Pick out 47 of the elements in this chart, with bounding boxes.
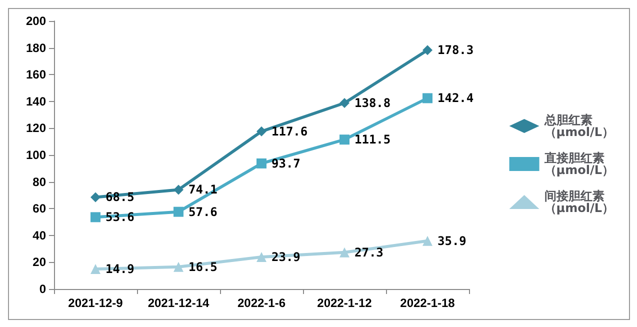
point — [90, 192, 100, 202]
x-tick-label: 2022-1-12 — [317, 296, 372, 310]
y-tick-label: 120 — [26, 121, 46, 136]
y-tick-label: 80 — [32, 174, 46, 189]
point — [90, 264, 100, 274]
point — [422, 93, 432, 104]
point — [174, 262, 184, 272]
y-tick-label: 160 — [26, 68, 46, 82]
y-tick-label: 20 — [32, 255, 46, 270]
y-tick-label: 180 — [26, 40, 46, 55]
point — [256, 252, 266, 262]
point — [340, 247, 350, 258]
point — [256, 158, 266, 168]
data-label: 23.9 — [272, 250, 300, 264]
point — [174, 206, 184, 217]
data-label: 27.3 — [354, 245, 384, 260]
data-label: 138.8 — [354, 96, 391, 110]
x-tick-label: 2021-12-9 — [68, 296, 124, 310]
data-label: 14.9 — [106, 262, 134, 276]
data-label: 93.7 — [272, 156, 300, 170]
y-tick-label: 60 — [32, 202, 46, 216]
point — [422, 236, 432, 246]
point — [256, 126, 266, 136]
point — [340, 98, 350, 108]
point — [174, 184, 184, 195]
x-tick-label: 2022-1-6 — [237, 296, 286, 310]
y-tick-label: 140 — [26, 94, 46, 108]
x-tick-label: 2022-1-18 — [400, 296, 456, 310]
data-label: 16.5 — [188, 260, 218, 274]
y-tick-label: 200 — [26, 14, 46, 28]
data-label: 74.1 — [188, 182, 218, 197]
data-label: 57.6 — [188, 204, 218, 219]
data-label: 35.9 — [438, 234, 466, 248]
data-label: 111.5 — [354, 132, 391, 147]
legend-label: 总胆红素（μmol/L） — [543, 113, 614, 139]
data-label: 142.4 — [438, 91, 474, 106]
point — [90, 212, 100, 222]
legend-label: 间接胆红素（μmol/L） — [544, 189, 614, 215]
y-tick-label: 40 — [32, 228, 46, 242]
point — [340, 134, 350, 145]
y-tick-label: 0 — [39, 282, 46, 296]
data-label: 178.3 — [438, 43, 474, 58]
data-label: 117.6 — [272, 124, 308, 138]
point — [422, 45, 432, 56]
x-tick-label: 2021-12-14 — [148, 296, 210, 310]
legend-label: 直接胆红素（μmol/L） — [543, 151, 614, 177]
y-tick-label: 100 — [26, 148, 46, 162]
